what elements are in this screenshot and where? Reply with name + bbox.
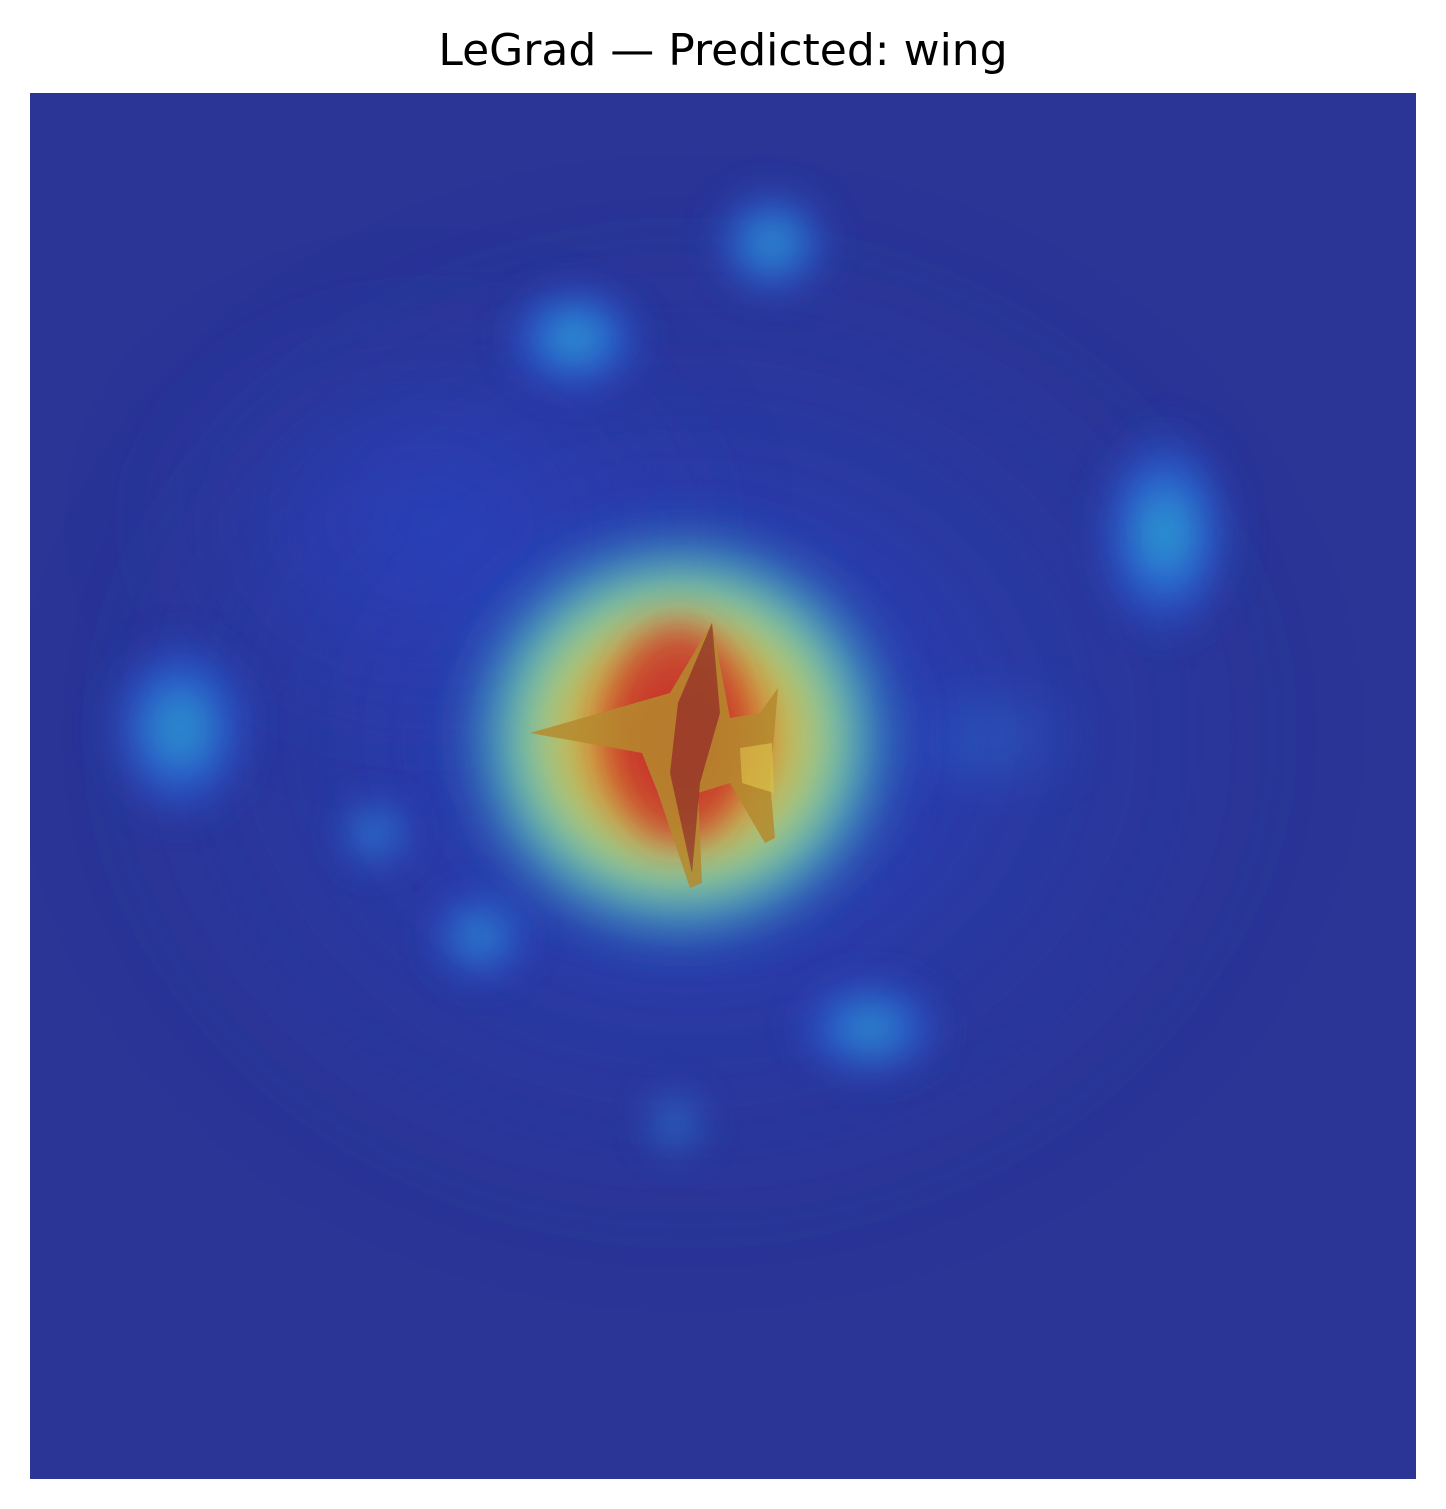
figure-title: LeGrad — Predicted: wing (438, 25, 1008, 76)
blob-right (1090, 418, 1240, 648)
blob-mid-right (900, 698, 1080, 778)
blob-bottom-right (790, 973, 950, 1083)
blob-top (707, 183, 837, 303)
blob-left (100, 628, 260, 828)
blob-bottom (640, 1083, 710, 1163)
blob-lower-left (335, 793, 415, 873)
blob-lower (425, 886, 535, 986)
aircraft-silhouette (530, 623, 778, 888)
blob-top-left (500, 278, 650, 398)
heatmap-canvas (30, 93, 1416, 1479)
heatmap-image (30, 93, 1416, 1479)
